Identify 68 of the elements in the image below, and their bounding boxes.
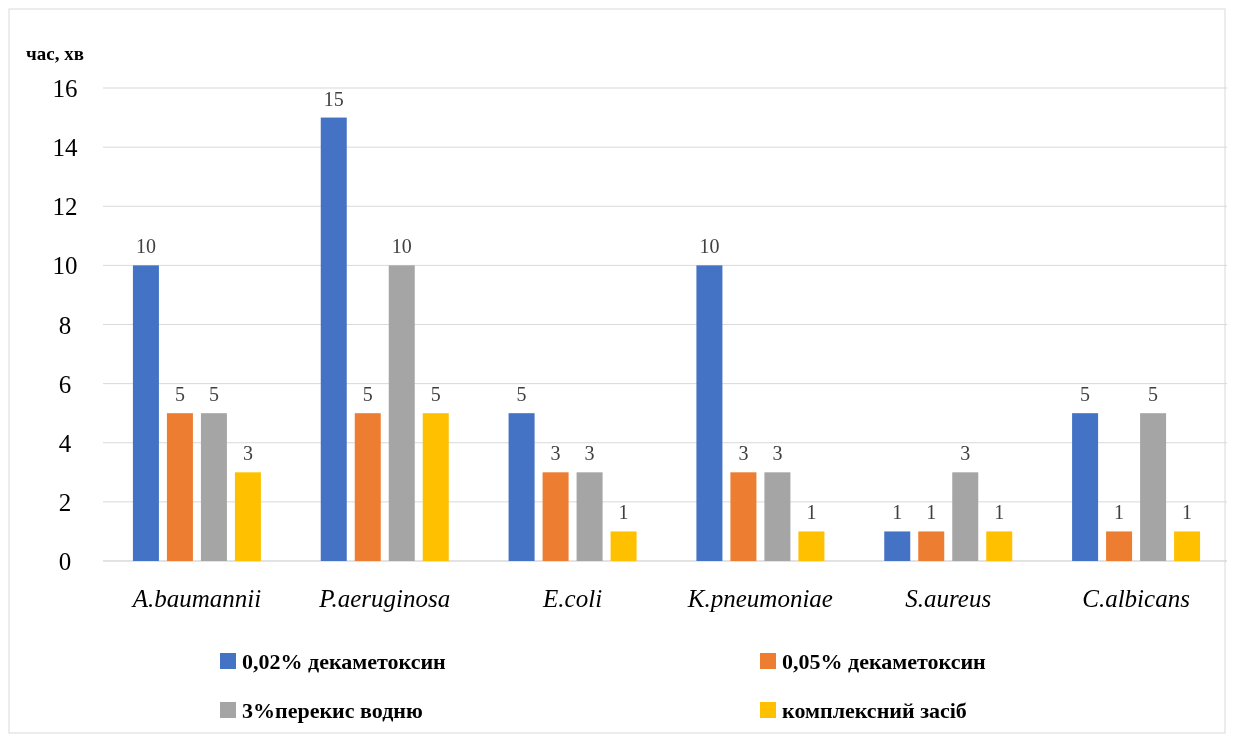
bar: [610, 531, 637, 561]
data-label: 1: [806, 501, 817, 524]
bar: [1140, 413, 1167, 561]
data-label: 15: [323, 87, 344, 110]
bar: [542, 472, 569, 561]
data-label: 3: [242, 442, 253, 465]
data-label: 3: [960, 442, 971, 465]
x-tick-label: P.aeruginosa: [318, 585, 451, 612]
legend-label: 0,02% декаметоксин: [242, 649, 447, 674]
bar: [798, 531, 825, 561]
y-tick-label: 4: [58, 429, 72, 457]
bar: [764, 472, 791, 561]
bar: [422, 413, 449, 561]
data-label: 10: [135, 235, 156, 258]
y-tick-label: 0: [58, 548, 72, 575]
data-label: 3: [772, 442, 783, 465]
bar: [730, 472, 757, 561]
bar: [354, 413, 381, 561]
data-label: 5: [1080, 383, 1091, 406]
bar: [884, 531, 911, 561]
legend-label: 0,05% декаметоксин: [782, 649, 987, 674]
bar: [388, 265, 415, 561]
data-label: 1: [618, 501, 629, 524]
bar: [234, 472, 261, 561]
bar: [1174, 531, 1201, 561]
x-tick-label: A.baumannii: [130, 585, 262, 612]
bar: [320, 117, 347, 561]
y-tick-label: 10: [52, 252, 78, 280]
bar: [696, 265, 723, 561]
y-tick-label: 14: [52, 134, 78, 162]
bar: [576, 472, 603, 561]
bar: [952, 472, 979, 561]
data-label: 3: [550, 442, 561, 465]
bar: [132, 265, 159, 561]
data-label: 5: [174, 383, 185, 406]
data-label: 1: [994, 501, 1005, 524]
bar: [166, 413, 193, 561]
y-tick-label: 12: [52, 193, 78, 221]
data-label: 10: [391, 235, 412, 258]
x-tick-label: K.pneumoniae: [686, 585, 833, 612]
y-tick-label: 6: [58, 370, 72, 398]
data-label: 1: [926, 501, 937, 524]
data-label: 5: [362, 383, 373, 406]
data-label: 3: [584, 442, 595, 465]
data-label: 5: [208, 383, 219, 406]
bar: [986, 531, 1013, 561]
bar: [508, 413, 535, 561]
legend-label: 3%перекис водню: [242, 698, 423, 723]
data-label: 5: [430, 383, 441, 406]
x-tick-label: C.albicans: [1082, 585, 1190, 612]
data-label: 5: [1148, 383, 1159, 406]
y-tick-label: 8: [58, 311, 72, 339]
y-axis-title: час, хв: [26, 43, 84, 64]
data-label: 5: [516, 383, 527, 406]
x-tick-label: E.coli: [542, 585, 603, 612]
bar: [200, 413, 227, 561]
data-label: 1: [1182, 501, 1193, 524]
bar: [1106, 531, 1133, 561]
bar: [918, 531, 945, 561]
bar: [1072, 413, 1099, 561]
data-label: 1: [892, 501, 903, 524]
x-tick-label: S.aureus: [905, 585, 992, 612]
y-tick-label: 2: [58, 488, 72, 516]
data-label: 10: [699, 235, 720, 258]
data-label: 3: [738, 442, 749, 465]
y-tick-label: 16: [52, 75, 78, 102]
data-label: 1: [1114, 501, 1125, 524]
legend-label: комплексний засіб: [782, 698, 967, 723]
